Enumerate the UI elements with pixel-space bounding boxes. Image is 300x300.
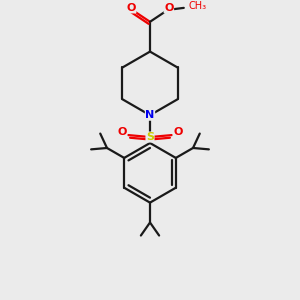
Text: O: O (118, 127, 127, 137)
Text: S: S (146, 132, 154, 142)
Text: O: O (173, 127, 182, 137)
Text: O: O (164, 3, 174, 13)
Text: CH₃: CH₃ (189, 1, 207, 11)
Text: O: O (126, 3, 136, 13)
Text: N: N (146, 110, 154, 120)
